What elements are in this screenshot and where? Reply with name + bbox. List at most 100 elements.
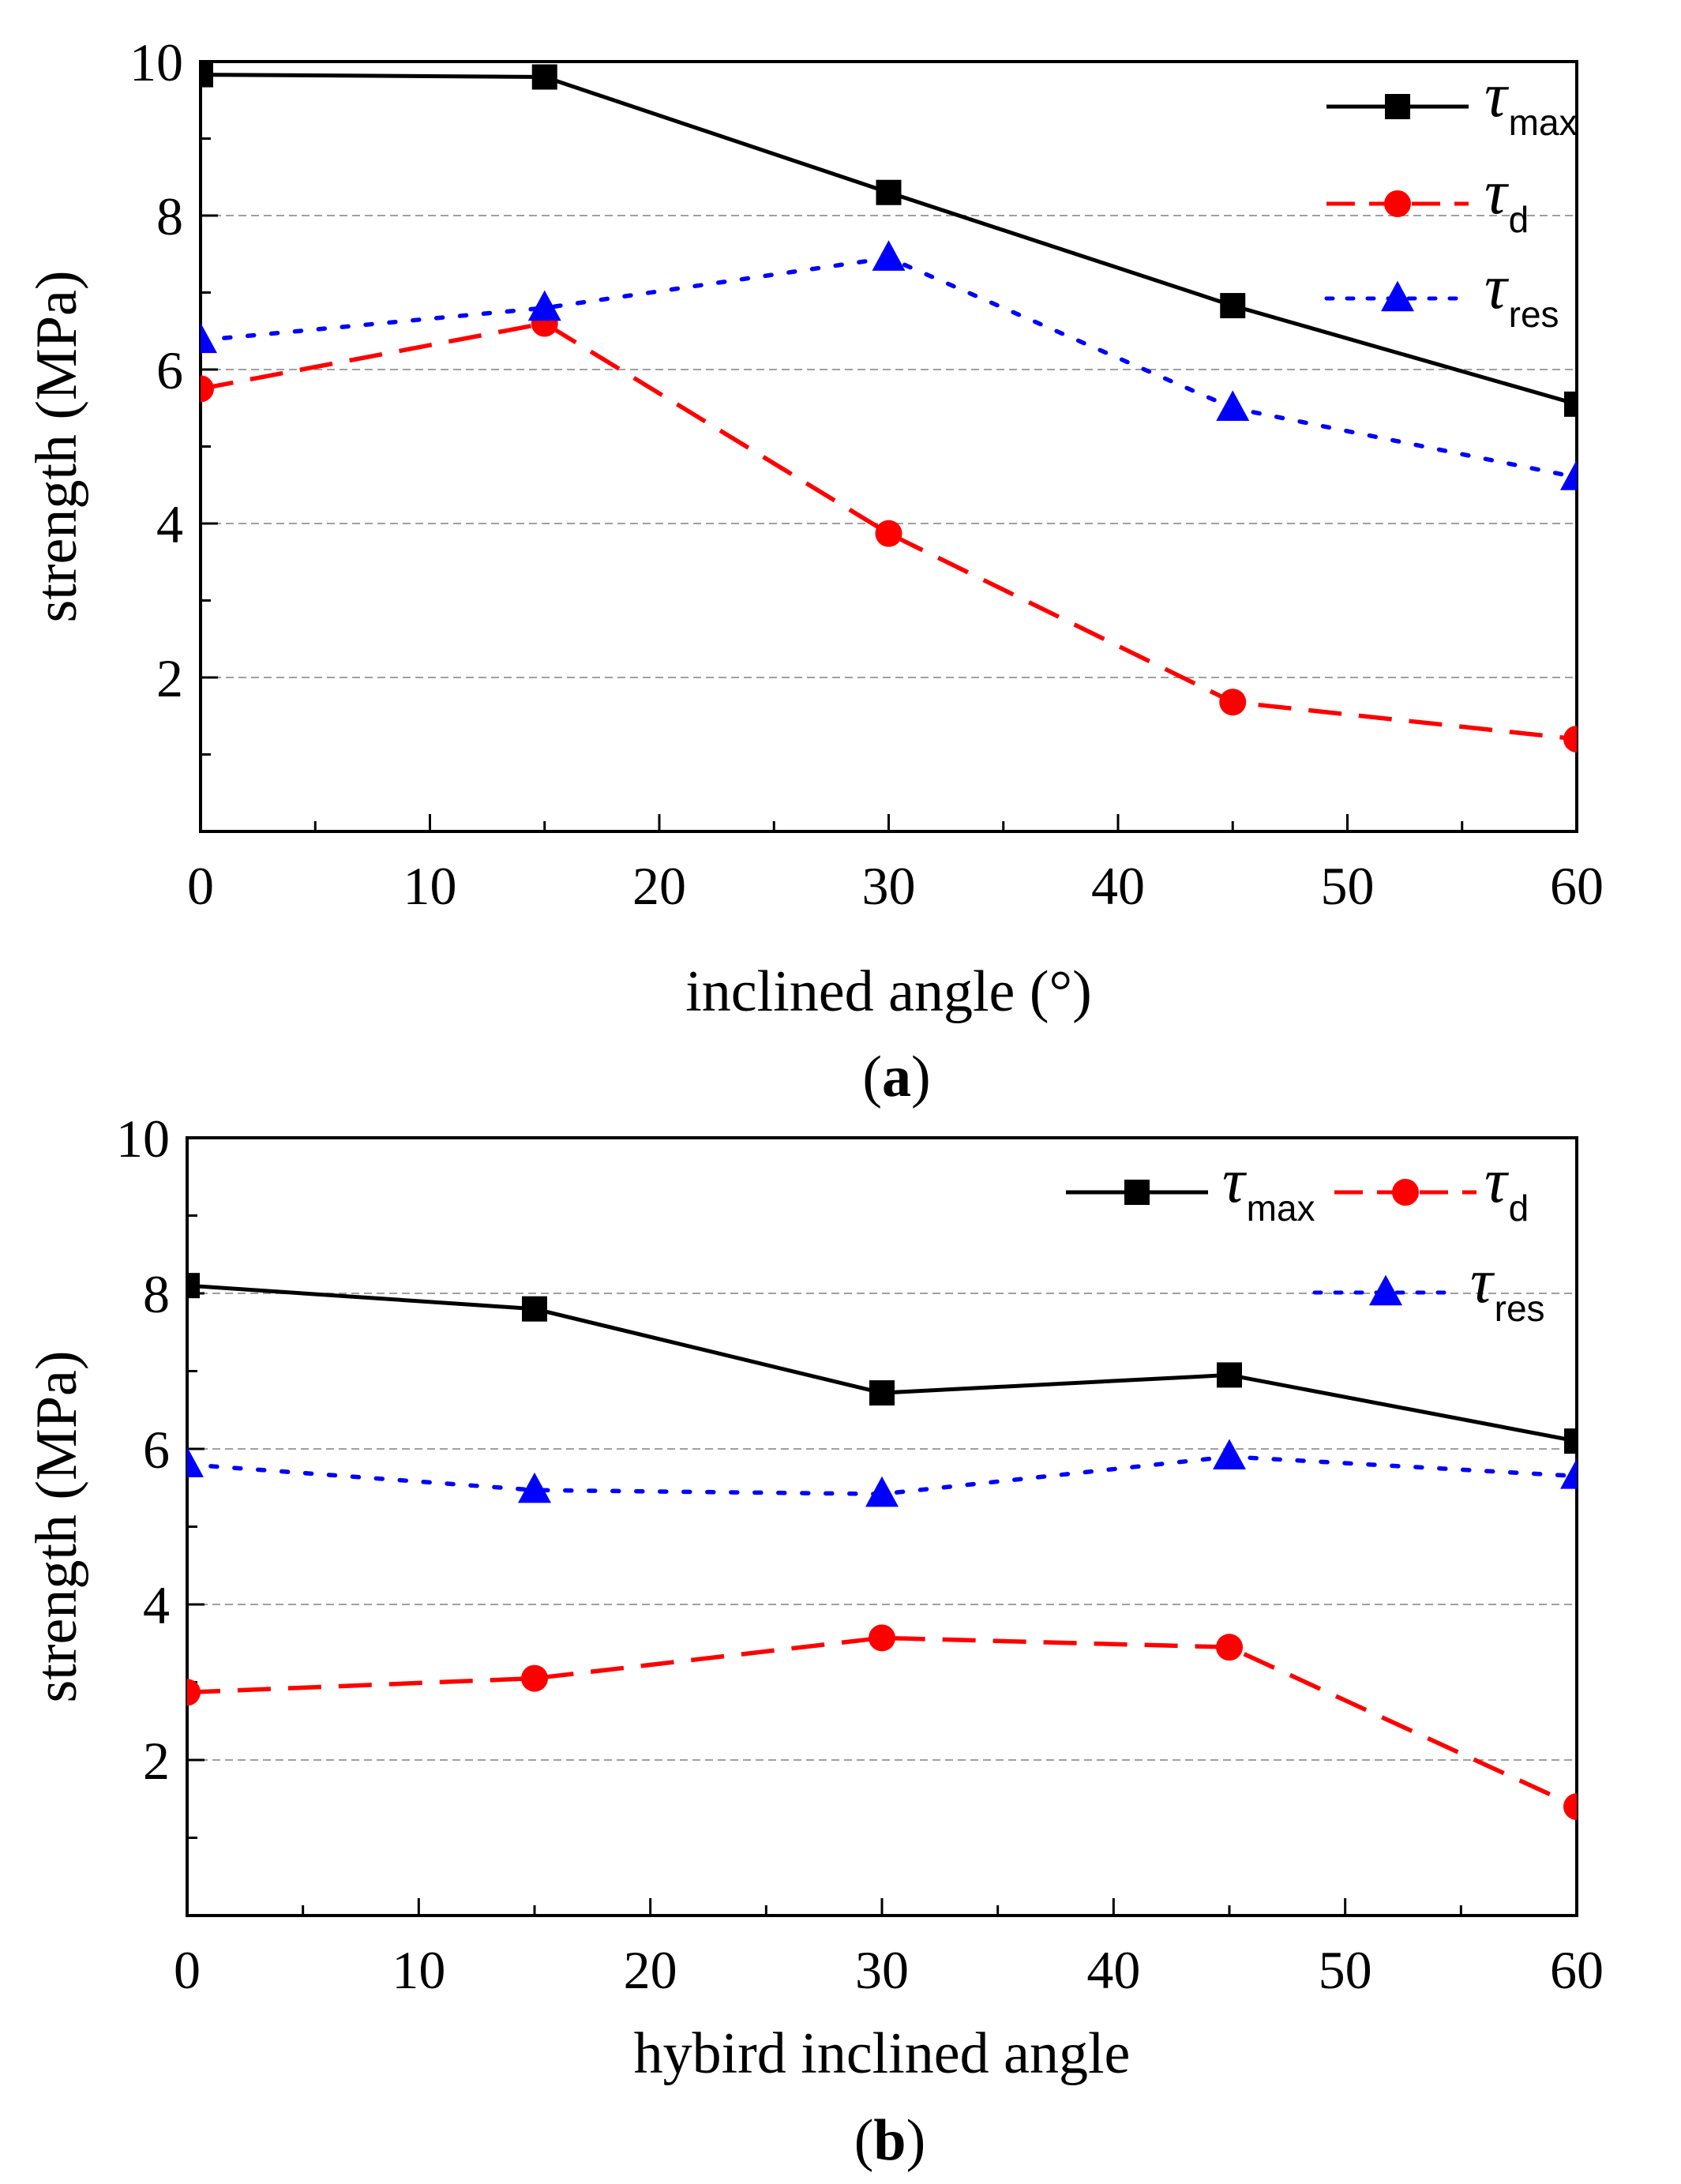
legend-marker-res [1381,280,1414,312]
y-tick-label: 10 [116,1109,170,1169]
x-tick-label: 10 [392,1940,445,2000]
caption-letter: a [882,1045,911,1109]
x-tick-label: 60 [1550,856,1604,916]
x-tick-label: 20 [624,1940,677,2000]
legend-marker-max [1385,94,1410,119]
data-point-max [1564,391,1577,417]
legend-symbol: τ [1484,1146,1510,1216]
legend-label-d: τd [1484,158,1529,240]
data-point-max [1564,1428,1577,1454]
chart-b: 0 10 20 30 40 50 60 2 4 6 8 10 hybird inclined angle… [24,1109,1604,2173]
data-point-d [1216,1634,1243,1661]
series-layer [201,62,1577,752]
x-tick-label: 60 [1550,1940,1604,2000]
legend-symbol: τ [1484,158,1510,227]
x-tick-label: 50 [1321,856,1375,916]
series-line-res [201,255,1577,480]
data-point-res [1560,1458,1577,1489]
series-line-max [187,1283,1577,1443]
legend-marker-d [1392,1179,1419,1206]
y-tick-label: 8 [143,1264,170,1324]
data-point-res [187,1447,204,1477]
series-max [201,62,1577,417]
caption-open: ( [862,1045,882,1109]
legend-item-max: τmax [1066,1146,1315,1229]
data-point-res [1560,460,1577,490]
series-d [187,1624,1577,1821]
series-line-d [201,321,1577,741]
y-tick-label: 6 [143,1420,170,1480]
legend-subscript: max [1509,102,1578,143]
data-point-max [1217,1362,1242,1388]
data-point-max [869,1380,895,1406]
data-point-max [876,179,902,205]
legend-subscript: max [1247,1188,1315,1229]
x-tick-label: 50 [1319,1940,1372,2000]
data-point-res [1216,390,1250,421]
legend-label-max: τmax [1222,1146,1315,1229]
legend-marker-max [1124,1180,1150,1205]
x-tick-label: 40 [1086,1940,1140,2000]
data-point-d [187,1679,201,1706]
series-max [187,1273,1577,1454]
legend-symbol: τ [1484,61,1510,130]
x-tick-label: 40 [1091,856,1145,916]
series-line-d [187,1635,1577,1809]
data-point-max [1220,293,1246,319]
legend-marker-res [1369,1274,1402,1306]
x-tick-label: 20 [632,856,686,916]
y-tick-label: 8 [156,186,183,246]
series-res [201,240,1577,490]
x-tick-label: 10 [403,856,457,916]
data-point-d [875,520,902,547]
data-point-res [201,322,217,354]
y-tick-label: 4 [156,494,183,554]
series-d [201,310,1577,752]
gridlines [187,1293,1577,1761]
x-axis-label: hybird inclined angle [634,2021,1131,2086]
legend-subscript: res [1495,1288,1545,1329]
legend-symbol: τ [1222,1146,1248,1216]
y-tick-label: 2 [156,648,183,708]
data-point-d [201,375,214,403]
data-point-d [521,1664,548,1692]
data-point-res [865,1476,899,1507]
x-axis: 0 10 20 30 40 50 60 [187,814,1604,916]
caption-letter: b [873,2108,906,2173]
chart-a: 0 10 20 30 40 50 60 2 4 6 8 10 inclined angle (°) str… [24,32,1604,1109]
gridlines [201,215,1577,678]
legend-marker-d [1384,190,1411,217]
legend-label-d: τd [1484,1146,1529,1229]
data-point-d [1219,689,1247,716]
y-axis: 2 4 6 8 10 [116,1109,204,1839]
data-point-max [522,1296,547,1322]
y-axis-label: strength (MPa) [24,1351,89,1703]
legend-subscript: d [1509,1188,1529,1229]
x-axis: 0 10 20 30 40 50 60 [174,1898,1604,2000]
plot-frame [186,1136,1578,1917]
x-tick-label: 0 [187,856,214,916]
legend-subscript: d [1509,199,1529,240]
y-axis-label: strength (MPa) [24,271,89,623]
series-line-res [187,1454,1577,1496]
y-tick-label: 10 [129,32,183,92]
data-point-max [201,62,213,88]
data-point-max [187,1273,200,1299]
series-res [187,1439,1577,1507]
series-layer [187,1273,1577,1821]
x-tick-label: 30 [862,856,916,916]
x-axis-label: inclined angle (°) [685,959,1092,1024]
caption-open: ( [854,2108,874,2173]
data-point-d [1563,726,1577,752]
data-point-res [872,240,906,271]
legend-item-d: τd [1334,1146,1529,1229]
data-point-d [1563,1793,1577,1821]
data-point-d [869,1624,895,1652]
data-point-res [527,290,561,321]
legend-item-max: τmax [1326,61,1578,143]
y-tick-label: 2 [143,1731,170,1791]
data-point-res [1213,1439,1246,1470]
data-point-max [531,64,557,90]
